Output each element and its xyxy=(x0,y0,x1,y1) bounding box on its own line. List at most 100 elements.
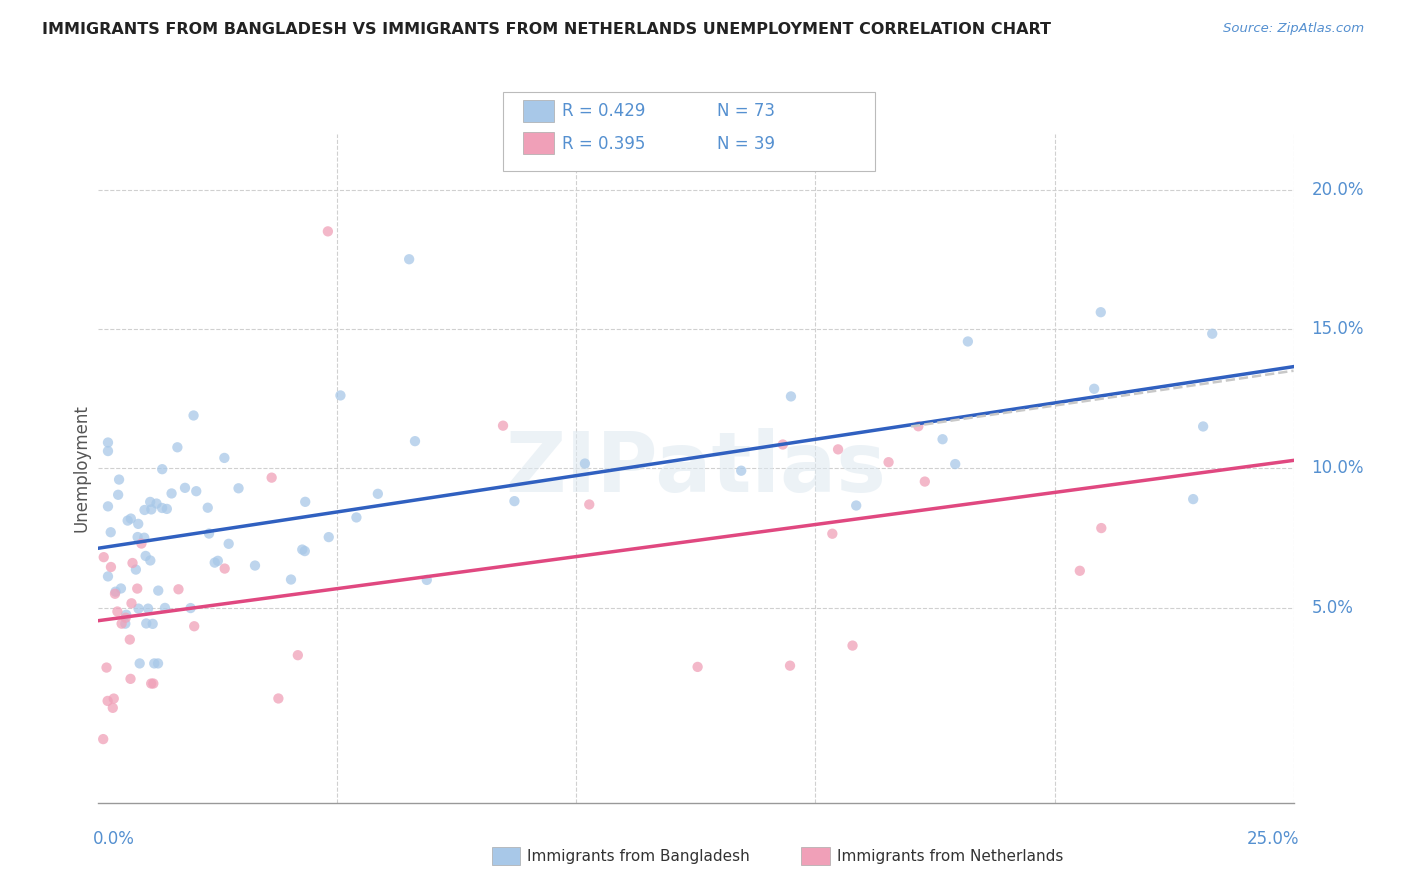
Point xyxy=(91,732,114,747)
Y-axis label: Unemployment: Unemployment xyxy=(72,404,90,533)
Point xyxy=(316,224,339,238)
Point xyxy=(294,495,316,509)
Point xyxy=(101,701,124,715)
Point xyxy=(166,440,188,454)
Point xyxy=(97,569,120,583)
Point xyxy=(344,510,367,524)
Point xyxy=(827,442,849,457)
Point xyxy=(97,444,120,458)
Point xyxy=(110,616,132,631)
Point xyxy=(97,694,120,708)
Point xyxy=(135,616,157,631)
Point xyxy=(104,584,127,599)
Point xyxy=(141,676,163,690)
Point xyxy=(329,388,352,402)
Text: 25.0%: 25.0% xyxy=(1247,830,1299,847)
Point xyxy=(1083,382,1105,396)
Point xyxy=(120,672,142,686)
Point xyxy=(141,502,163,516)
Point xyxy=(914,475,936,489)
Point xyxy=(291,542,314,557)
Point xyxy=(492,418,515,433)
Text: R = 0.395: R = 0.395 xyxy=(562,135,645,153)
Point xyxy=(183,619,205,633)
Point xyxy=(127,530,149,544)
Point xyxy=(197,500,219,515)
Point xyxy=(943,457,966,471)
Point xyxy=(121,596,143,610)
Text: 5.0%: 5.0% xyxy=(1312,599,1354,616)
Point xyxy=(97,500,120,514)
Text: Immigrants from Netherlands: Immigrants from Netherlands xyxy=(837,849,1063,863)
Point xyxy=(167,582,190,597)
Point xyxy=(780,389,803,403)
Point xyxy=(404,434,426,449)
Text: N = 39: N = 39 xyxy=(717,135,775,153)
Text: Immigrants from Bangladesh: Immigrants from Bangladesh xyxy=(527,849,749,863)
Point xyxy=(207,554,229,568)
Point xyxy=(228,481,250,495)
Point xyxy=(214,450,236,465)
Point xyxy=(146,657,169,671)
Point xyxy=(131,536,153,550)
Point xyxy=(114,616,136,631)
Point xyxy=(1090,521,1112,535)
Point xyxy=(931,432,953,446)
Point xyxy=(243,558,266,573)
Point xyxy=(180,601,202,615)
Point xyxy=(845,499,868,513)
Point xyxy=(128,657,150,671)
Point xyxy=(156,502,179,516)
Point xyxy=(134,503,156,517)
Point xyxy=(907,419,929,434)
Point xyxy=(97,435,120,450)
Point xyxy=(125,563,148,577)
Point xyxy=(1182,492,1205,507)
Point xyxy=(183,409,205,423)
Point xyxy=(103,691,125,706)
Point xyxy=(318,530,340,544)
Point xyxy=(139,495,162,509)
Text: IMMIGRANTS FROM BANGLADESH VS IMMIGRANTS FROM NETHERLANDS UNEMPLOYMENT CORRELATI: IMMIGRANTS FROM BANGLADESH VS IMMIGRANTS… xyxy=(42,22,1052,37)
Point xyxy=(503,494,526,508)
Point xyxy=(115,607,138,622)
Point xyxy=(135,549,157,563)
Text: 20.0%: 20.0% xyxy=(1312,180,1364,199)
Point xyxy=(1090,305,1112,319)
Point xyxy=(821,526,844,541)
Point xyxy=(1192,419,1215,434)
Point xyxy=(108,473,131,487)
Point xyxy=(174,481,197,495)
Point xyxy=(877,455,900,469)
Point xyxy=(198,526,221,541)
Point xyxy=(142,616,165,631)
Point xyxy=(367,487,389,501)
Point xyxy=(100,525,122,540)
Point xyxy=(1201,326,1223,341)
Point xyxy=(145,497,167,511)
Point xyxy=(779,658,801,673)
Point xyxy=(772,437,794,451)
Text: 15.0%: 15.0% xyxy=(1312,320,1364,338)
Point xyxy=(100,560,122,574)
Point xyxy=(121,556,143,570)
Point xyxy=(134,531,156,545)
Point xyxy=(956,334,979,349)
Point xyxy=(142,676,165,690)
Point xyxy=(93,550,115,565)
Point xyxy=(214,561,236,575)
Text: 10.0%: 10.0% xyxy=(1312,459,1364,477)
Point xyxy=(127,516,149,531)
Point xyxy=(117,514,139,528)
Point xyxy=(204,556,226,570)
Point xyxy=(110,582,132,596)
Point xyxy=(287,648,309,663)
Point xyxy=(118,632,141,647)
Point xyxy=(136,601,159,615)
Text: 0.0%: 0.0% xyxy=(93,830,135,847)
Point xyxy=(104,587,127,601)
Point xyxy=(574,457,596,471)
Point xyxy=(294,544,316,558)
Point xyxy=(578,498,600,512)
Point xyxy=(186,484,208,499)
